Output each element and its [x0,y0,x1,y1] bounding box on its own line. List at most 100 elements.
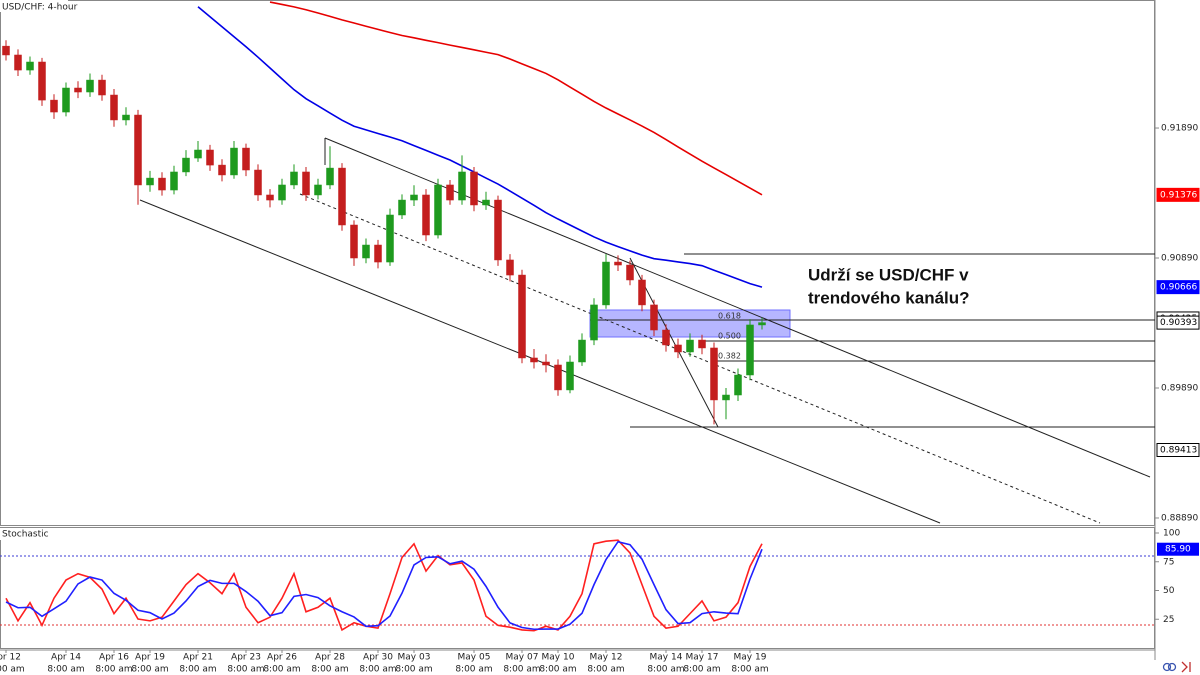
candle-body [2,45,10,56]
x-tick-time: 8:00 am [311,665,348,675]
candle-body [470,171,478,206]
candle-body [482,199,490,206]
candle-body [146,177,154,186]
annotation: trendového kanálu? [808,288,970,307]
candle-body [686,339,694,353]
candle-body [542,361,550,366]
candle-body [590,304,598,341]
x-tick-time: 8:00 am [587,665,624,675]
price-marker-label: 0.90393 [1160,318,1197,328]
annotation: Udrží se USD/CHF v [808,265,969,284]
icon [1167,662,1177,672]
candle-body [206,149,214,166]
fib-label: 0.382 [718,352,741,361]
price-overlays [197,1,763,288]
x-tick-time: 8:00 am [683,665,720,675]
candle-body [554,364,562,391]
y-tick-label: 75 [1163,557,1174,567]
y-tick-label: 0.91890 [1161,124,1198,134]
x-tick-time: 8:00 am [359,665,396,675]
x-tick-label: Apr 23 [231,653,261,663]
x-tick-time: 8:00 am [731,665,768,675]
candle-body [398,199,406,216]
x-tick-time: 8:00 am [455,665,492,675]
icon [1162,662,1172,672]
price-marker-label: 0.90666 [1160,283,1197,293]
price-marker [1156,187,1200,202]
candle-body [14,54,22,71]
value-marker [1157,542,1199,556]
candle-body [266,194,274,201]
candle-body [386,214,394,263]
candle-body [134,114,142,186]
panel-title: Stochastic [2,530,49,540]
candle-body [566,361,574,391]
corner-icons [1162,661,1191,673]
candle-body [254,169,262,196]
candle-body [626,264,634,281]
candle-body [62,87,70,113]
x-tick-label: Apr 26 [267,653,297,663]
price-marker [1156,315,1200,330]
candle-body [746,324,754,376]
candle-body [674,344,682,353]
candle-body [326,167,334,186]
candle-body [614,261,622,266]
x-tick-time: 8:00 am [227,665,264,675]
x-tick-label: Apr 16 [99,653,129,663]
candle-body [374,244,382,263]
x-tick-time: 4:00 am [0,665,25,675]
x-tick-label: May 19 [734,653,767,663]
candle-body [74,87,82,93]
stochastic-line [5,539,763,632]
x-tick-time: 8:00 am [539,665,576,675]
x-tick-label: May 12 [590,653,623,663]
candle-body [218,164,226,176]
candle-body [278,184,286,201]
price-marker [1156,443,1200,457]
price-marker-label: 0.91376 [1160,190,1197,200]
title-bg [0,528,46,540]
y-tick-label: 0.90890 [1161,254,1198,264]
y-tick-label: 100 [1163,529,1180,539]
price-marker-label: 0.89413 [1160,446,1197,456]
candle-body [734,374,742,396]
candle-body [86,79,94,93]
candle-body [518,274,526,359]
moving-average [197,6,763,288]
price-panel [0,0,1155,526]
candle-body [182,157,190,173]
candle-body [362,244,370,259]
x-tick-time: 8:00 am [395,665,432,675]
candle-body [290,171,298,186]
price-marker [1156,280,1200,295]
candle-body [662,329,670,346]
candle-body [698,339,706,349]
value-marker-label: 85.90 [1165,545,1191,555]
candle-body [242,147,250,171]
stochastic-panel [0,527,1155,649]
x-tick-label: May 17 [686,653,719,663]
candle-body [38,61,46,101]
candle-body [50,99,58,113]
x-tick-time: 8:00 am [503,665,540,675]
x-tick-time: 8:00 am [647,665,684,675]
candle-body [506,259,514,276]
x-tick-label: Apr 12 [0,653,21,663]
candle-body [350,224,358,259]
icon [1181,661,1191,673]
x-tick-label: Apr 28 [315,653,345,663]
x-tick-time: 8:00 am [131,665,168,675]
y-tick-label: 0.88890 [1161,513,1198,523]
candle-body [650,304,658,331]
y-tick-label: 0.89890 [1161,383,1198,393]
candle-body [26,61,34,71]
candle-body [314,184,322,196]
x-tick-label: May 05 [458,653,491,663]
candle-body [302,171,310,196]
x-tick-label: Apr 30 [363,653,393,663]
candle-body [602,261,610,306]
chart-title: USD/CHF: 4-hour [2,3,78,13]
